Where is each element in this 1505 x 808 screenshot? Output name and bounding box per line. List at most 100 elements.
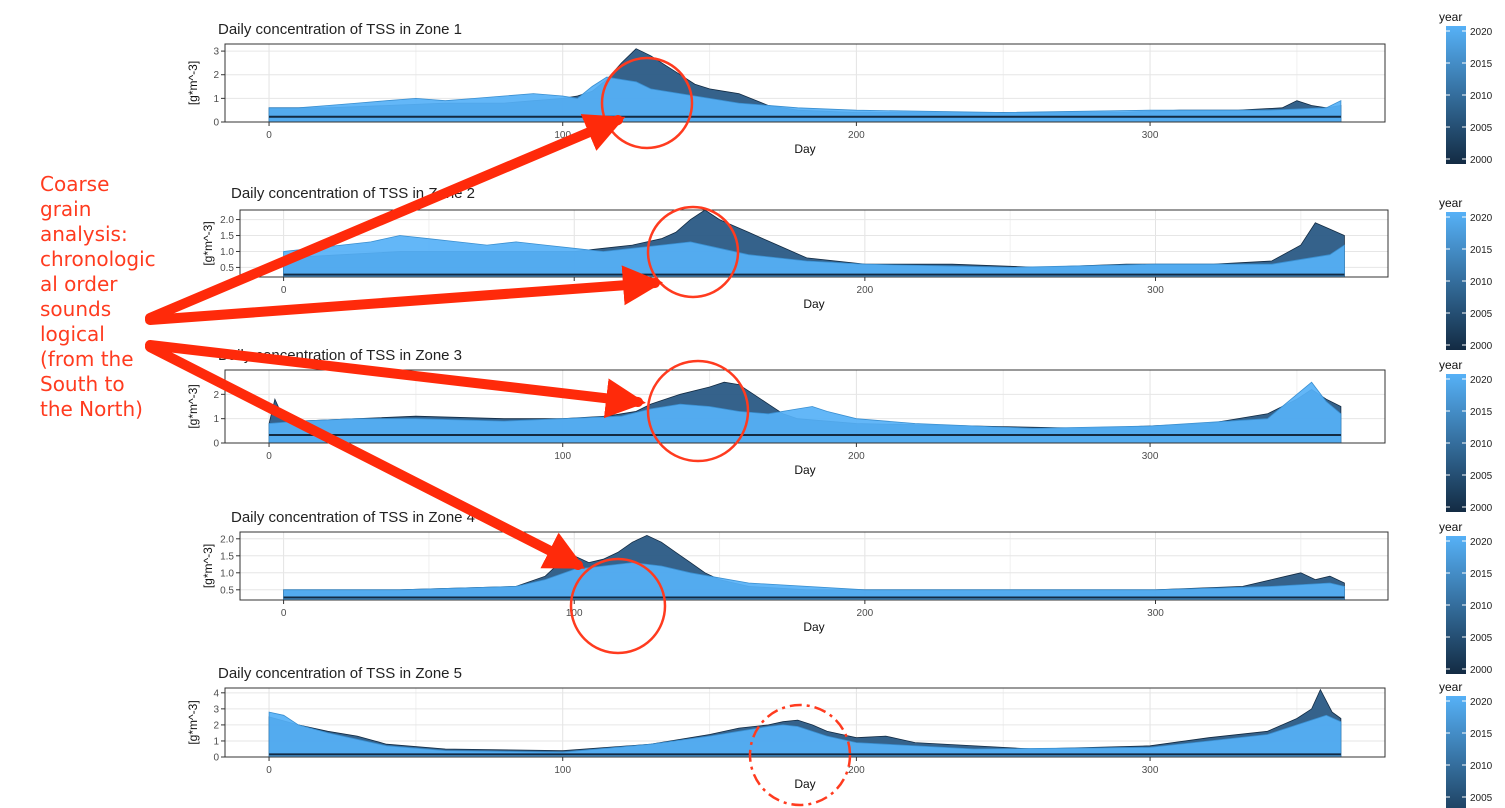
y-tick-label: 1	[213, 736, 219, 747]
legend-tick-label: 2010	[1470, 439, 1493, 450]
chart-title: Daily concentration of TSS in Zone 2	[231, 185, 475, 202]
legend-tick-label: 2005	[1470, 309, 1493, 320]
x-tick-label: 100	[554, 130, 571, 141]
legend-title: year	[1439, 520, 1462, 534]
y-tick-label: 0.5	[220, 585, 234, 596]
highlight-circle-5	[748, 703, 852, 807]
x-tick-label: 0	[281, 608, 287, 619]
highlight-circle-4	[569, 557, 667, 655]
y-tick-label: 0	[213, 118, 219, 129]
plot-frame	[224, 369, 1386, 444]
y-tick-label: 1	[213, 414, 219, 425]
legend-tick-label: 2010	[1470, 601, 1493, 612]
legend-colorbar	[1446, 696, 1466, 808]
legend-tick-label: 2005	[1470, 471, 1493, 482]
x-tick-label: 200	[857, 285, 874, 296]
chart-panel-zone-5: Daily concentration of TSS in Zone 5 0 1 2 3…	[186, 665, 1493, 808]
y-axis-label: [g*m^-3]	[201, 544, 215, 588]
y-tick-label: 0	[213, 439, 219, 450]
series-area-light	[268, 711, 1342, 758]
y-tick-label: 2.0	[220, 215, 234, 226]
y-axis-label: [g*m^-3]	[186, 700, 200, 744]
legend-title: year	[1439, 10, 1462, 24]
x-tick-label: 300	[1142, 765, 1159, 776]
y-tick-label: 2	[213, 70, 219, 81]
legend-tick-label: 2005	[1470, 793, 1493, 804]
legend-tick-label: 2020	[1470, 537, 1493, 548]
x-axis-label: Day	[794, 142, 815, 156]
y-tick-label: 3	[213, 47, 219, 58]
series-area-dark	[268, 688, 1342, 758]
plot-frame	[239, 209, 1389, 278]
x-tick-label: 100	[554, 451, 571, 462]
legend-tick-label: 2005	[1470, 633, 1493, 644]
annotation-arrow-3	[145, 340, 646, 419]
legend-tick-label: 2000	[1470, 503, 1493, 514]
legend-tick-label: 2000	[1470, 665, 1493, 676]
y-tick-label: 1.0	[220, 568, 234, 579]
legend-tick-label: 2020	[1470, 697, 1493, 708]
legend-tick-label: 2015	[1470, 729, 1493, 740]
y-tick-label: 3	[213, 704, 219, 715]
legend-colorbar	[1446, 26, 1466, 164]
series-area-light	[268, 381, 1342, 444]
highlight-circle-1	[600, 56, 694, 150]
legend-tick-label: 2005	[1470, 123, 1493, 134]
x-axis-label: Day	[794, 463, 815, 477]
legend-tick-label: 2015	[1470, 407, 1493, 418]
x-tick-label: 200	[848, 765, 865, 776]
chart-panel-zone-4: Daily concentration of TSS in Zone 4 0.5 1…	[201, 509, 1493, 676]
annotation-text: Coarse grain analysis: chronologic al or…	[40, 172, 156, 421]
plot-frame	[224, 687, 1386, 758]
x-tick-label: 0	[281, 285, 287, 296]
chart-panel-zone-1: Daily concentration of TSS in Zone 1 0 1 2 3…	[186, 10, 1493, 166]
legend-tick-label: 2015	[1470, 569, 1493, 580]
x-tick-label: 300	[1142, 130, 1159, 141]
series-area-light	[283, 235, 1345, 278]
legend-tick-label: 2000	[1470, 155, 1493, 166]
legend-title: year	[1439, 680, 1462, 694]
y-axis-label: [g*m^-3]	[186, 384, 200, 428]
legend-tick-label: 2010	[1470, 761, 1493, 772]
x-axis-label: Day	[803, 620, 824, 634]
y-axis-label: [g*m^-3]	[186, 61, 200, 105]
legend-tick-label: 2020	[1470, 213, 1493, 224]
highlight-circle-2	[646, 205, 740, 299]
chart-panel-zone-3: Daily concentration of TSS in Zone 30120…	[186, 347, 1493, 514]
x-axis-label: Day	[794, 777, 815, 791]
y-tick-label: 2	[213, 720, 219, 731]
x-tick-label: 100	[554, 765, 571, 776]
chart-title: Daily concentration of TSS in Zone 1	[218, 21, 462, 38]
x-tick-label: 200	[848, 130, 865, 141]
legend-tick-label: 2010	[1470, 277, 1493, 288]
legend-colorbar	[1446, 536, 1466, 674]
plot-frame	[239, 531, 1389, 601]
chart-title: Daily concentration of TSS in Zone 4	[231, 509, 475, 526]
x-tick-label: 100	[566, 608, 583, 619]
y-tick-label: 2.0	[220, 534, 234, 545]
y-tick-label: 1.0	[220, 247, 234, 258]
x-tick-label: 200	[848, 451, 865, 462]
legend-tick-label: 2015	[1470, 59, 1493, 70]
legend-title: year	[1439, 358, 1462, 372]
legend-tick-label: 2010	[1470, 91, 1493, 102]
x-axis-label: Day	[803, 297, 824, 311]
x-tick-label: 0	[266, 765, 272, 776]
y-tick-label: 0	[213, 753, 219, 764]
annotation-arrow-1	[145, 114, 626, 323]
plot-frame	[224, 43, 1386, 123]
chart-title: Daily concentration of TSS in Zone 5	[218, 665, 462, 682]
y-tick-label: 0.5	[220, 263, 234, 274]
x-tick-label: 300	[1147, 608, 1164, 619]
x-tick-label: 0	[266, 130, 272, 141]
annotation-arrow-2	[145, 265, 663, 325]
legend-tick-label: 2015	[1470, 245, 1493, 256]
y-tick-label: 2	[213, 390, 219, 401]
highlight-circle-3	[646, 359, 750, 463]
x-tick-label: 300	[1147, 285, 1164, 296]
